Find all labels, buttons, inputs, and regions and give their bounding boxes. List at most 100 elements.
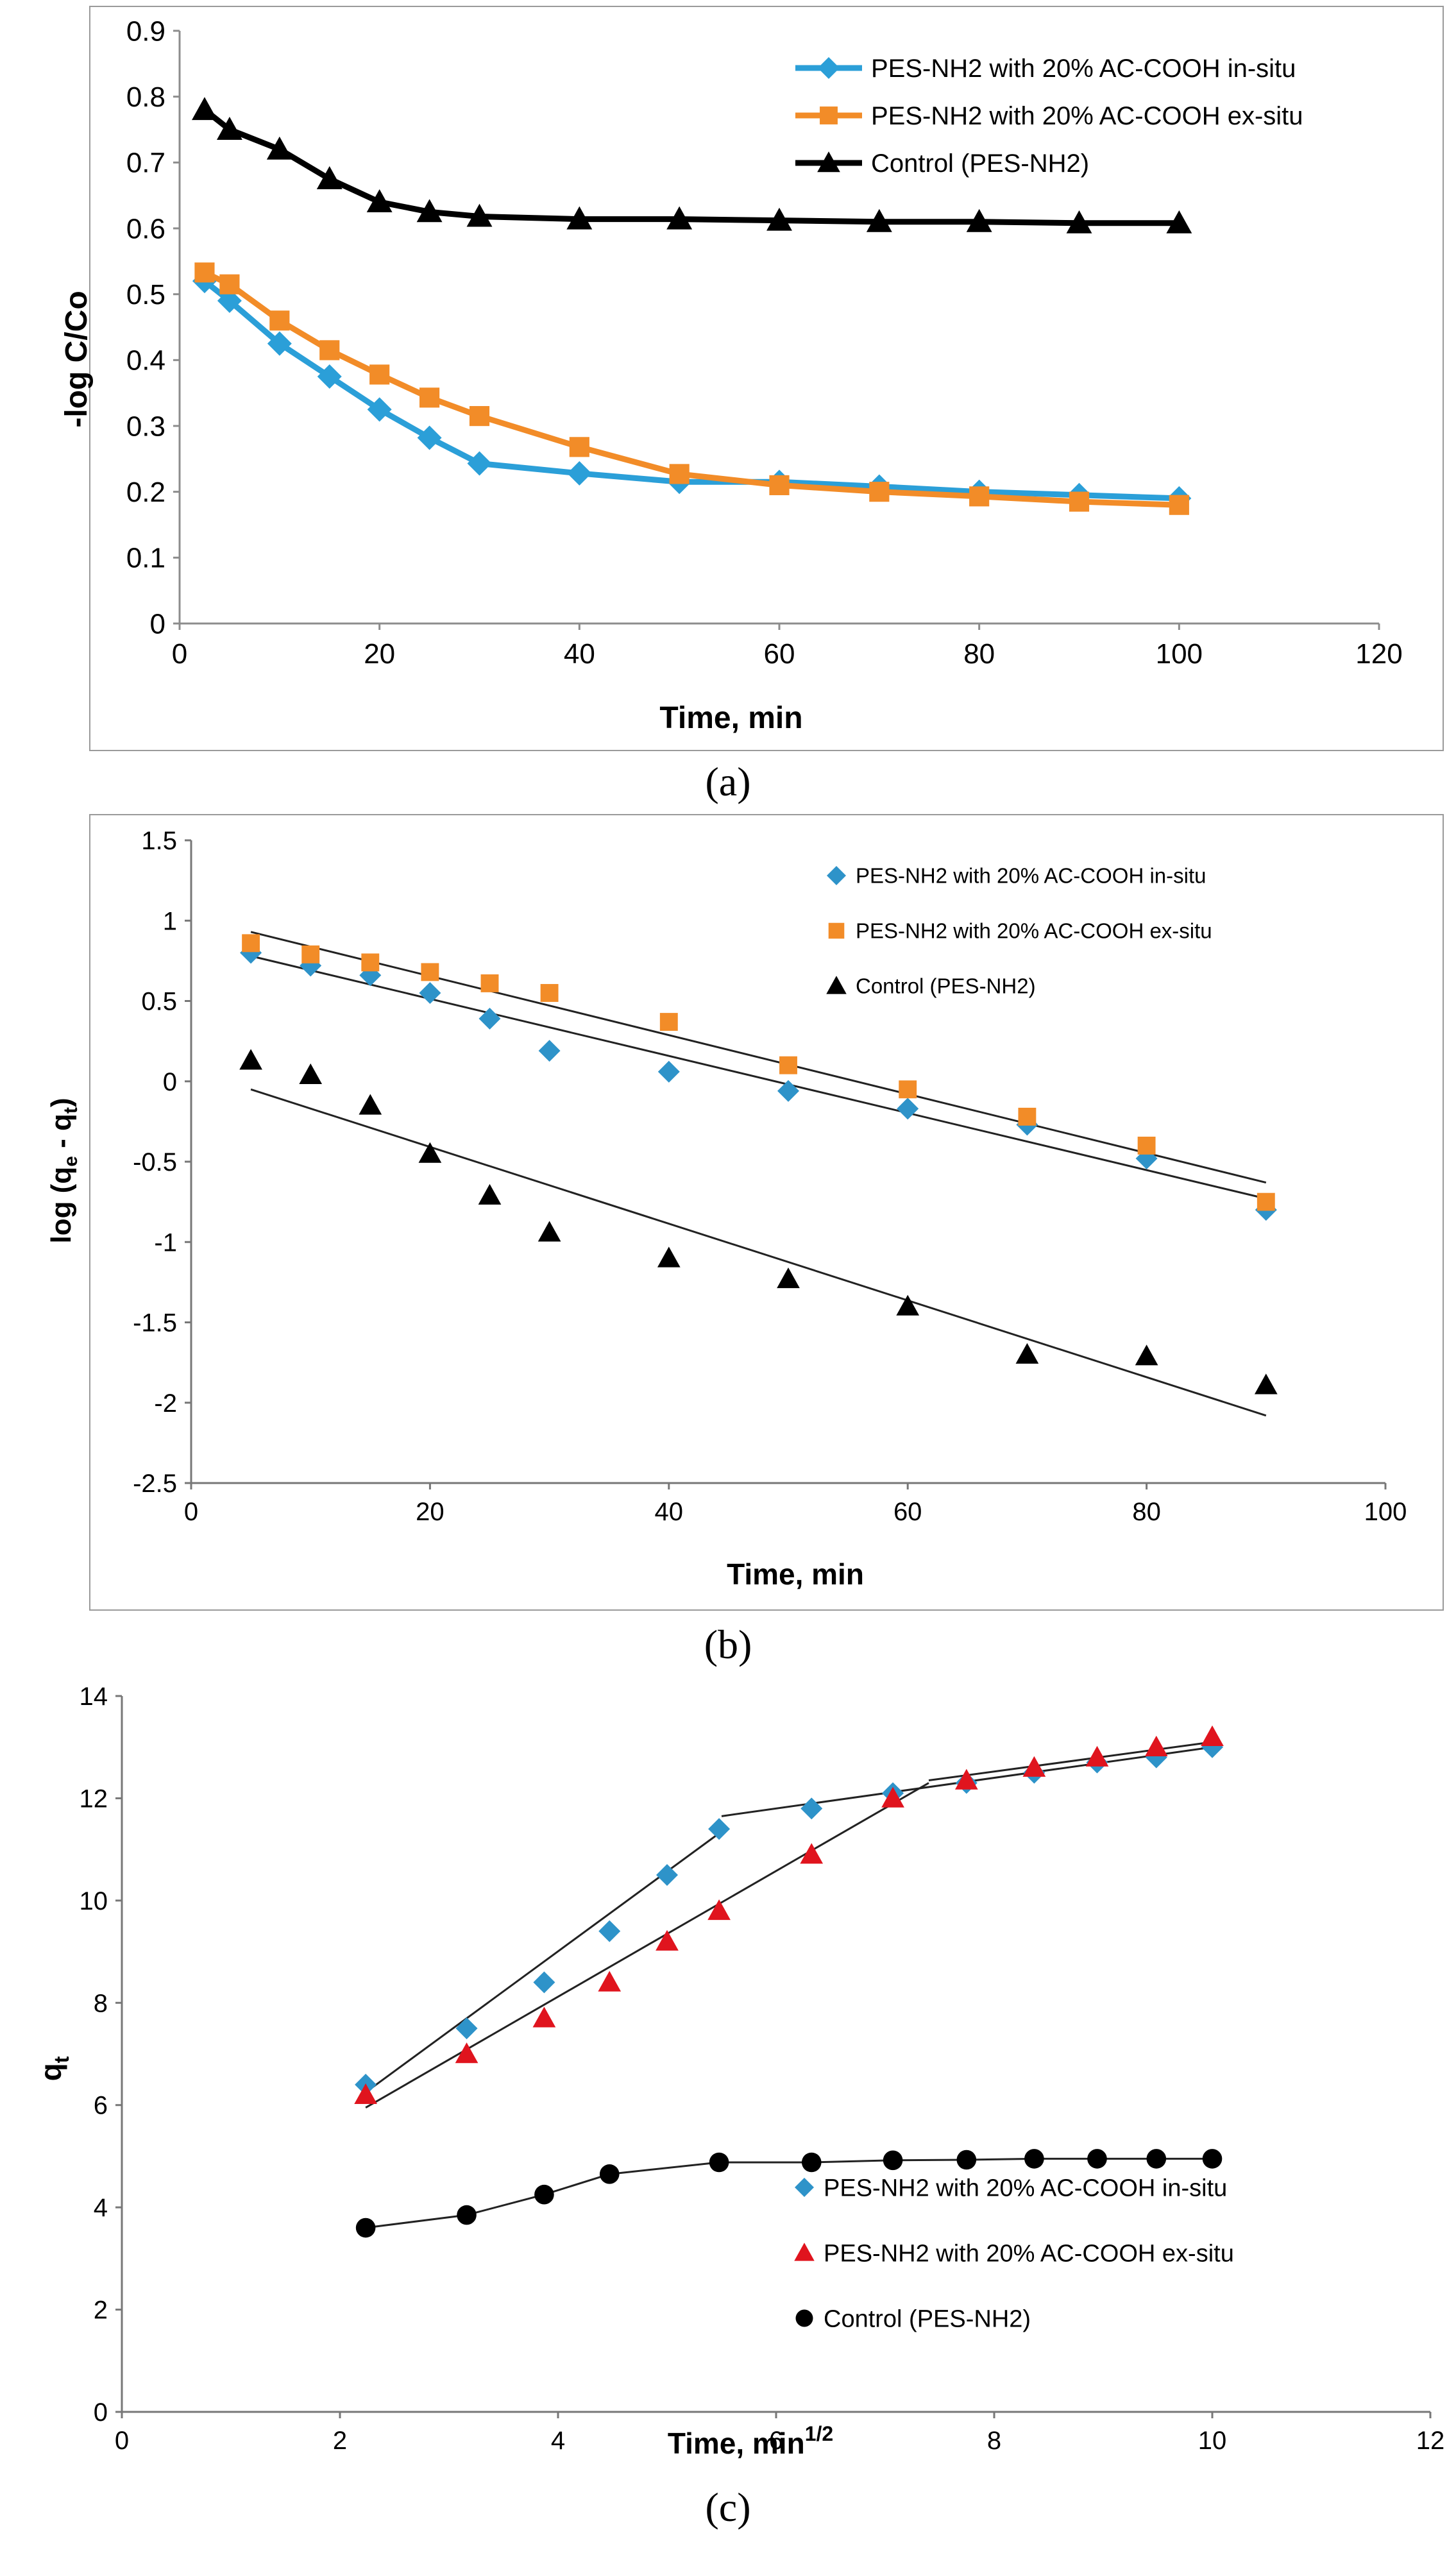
chart-b-legend-label: PES-NH2 with 20% AC-COOH in-situ <box>856 864 1206 888</box>
chart-b-data-point <box>478 1183 502 1205</box>
chart-a-data-point <box>217 288 242 313</box>
chart-b-data-point <box>419 981 441 1004</box>
chart-c-y-tick-label: 6 <box>94 2092 108 2120</box>
chart-a-y-tick-label: 0 <box>150 608 165 640</box>
chart-b-fit-line <box>250 1088 1267 1417</box>
chart-b-xlabel: Time, min <box>727 1557 864 1591</box>
chart-b-x-tick-label: 80 <box>1132 1498 1161 1526</box>
chart-b-y-tick-label: -0.5 <box>133 1148 177 1176</box>
chart-c-series-1 <box>355 1736 1223 2096</box>
chart-a-data-point <box>466 203 493 227</box>
chart-b-frame <box>89 814 1444 1611</box>
chart-c-data-point <box>532 2006 556 2028</box>
chart-b-data-point <box>1137 1137 1156 1155</box>
chart-c-data-point <box>1087 2149 1107 2169</box>
chart-c-legend-label: PES-NH2 with 20% AC-COOH ex-situ <box>824 2240 1234 2267</box>
chart-c-data-point <box>883 2150 903 2171</box>
chart-b-data-point <box>242 934 260 953</box>
chart-a-y-tick-label: 0.5 <box>126 279 165 310</box>
chart-c-data-point <box>598 1920 621 1942</box>
chart-c-x-tick-label: 8 <box>987 2427 1001 2455</box>
chart-b-y-tick-label: 0.5 <box>141 988 177 1016</box>
chart-c-xlabel: Time, min1/2 <box>668 2422 833 2460</box>
chart-a: 0 0.1 0.2 0.3 0.4 0.5 0.6 0.7 0.8 0.9 0 20 40 60 80 100… <box>60 6 1444 804</box>
chart-b-data-point <box>1018 1107 1037 1126</box>
chart-b-data-point <box>538 1221 561 1242</box>
chart-b-data-point <box>421 963 439 981</box>
chart-a-x-tick-label: 40 <box>564 638 595 670</box>
chart-b-y-tick-label: -2.5 <box>133 1470 177 1498</box>
chart-a-data-point <box>267 331 292 356</box>
chart-c-data-point <box>801 2152 822 2173</box>
chart-b-data-point <box>239 1049 262 1070</box>
chart-b-x-tick-label: 40 <box>655 1498 684 1526</box>
chart-b-data-point <box>659 1013 678 1031</box>
chart-b-x-tick-label: 0 <box>184 1498 198 1526</box>
chart-c-data-point <box>355 2218 376 2238</box>
chart-a-y-tick-label: 0.3 <box>126 411 165 442</box>
chart-c-data-point <box>956 2150 977 2170</box>
chart-a-xlabel: Time, min <box>659 701 802 735</box>
chart-b-x-tick-label: 60 <box>893 1498 922 1526</box>
chart-a-data-point <box>467 451 492 476</box>
chart-a-x-tick-label: 120 <box>1355 638 1402 670</box>
chart-b-x-tick-label: 100 <box>1364 1498 1407 1526</box>
chart-b-legend: PES-NH2 with 20% AC-COOH in-situ PES-NH2 … <box>826 864 1212 998</box>
chart-c-y-tick-label: 2 <box>94 2296 108 2325</box>
chart-b-data-point <box>896 1294 920 1316</box>
chart-c-ylabel: qt <box>34 2056 73 2081</box>
chart-a-data-point <box>567 461 592 486</box>
chart-a-data-point <box>366 189 393 212</box>
chart-c-data-point <box>1146 2149 1167 2169</box>
chart-a-data-point <box>1166 210 1192 233</box>
chart-a-data-point <box>417 425 442 450</box>
chart-b-data-point <box>777 1080 799 1102</box>
chart-b-data-point <box>301 945 320 963</box>
chart-b-data-point <box>1135 1344 1158 1366</box>
chart-c-data-point <box>1085 1745 1109 1767</box>
chart-a-ylabel: -log C/Co <box>60 291 94 427</box>
chart-b-data-point <box>1257 1192 1275 1211</box>
chart-b-data-point <box>1254 1373 1278 1395</box>
chart-c-data-point <box>533 1971 555 1994</box>
chart-c-series-line <box>364 2157 1214 2229</box>
chart-b-ylabel: log (qe - qt) <box>46 1098 81 1243</box>
chart-a-frame <box>89 6 1444 751</box>
chart-c-data-point <box>656 1864 678 1886</box>
chart-a-data-point <box>269 310 290 331</box>
chart-c-data-point <box>656 1930 679 1951</box>
chart-a-data-point <box>369 364 390 385</box>
chart-b-data-point <box>361 953 380 972</box>
chart-c: 0 2 4 6 8 10 12 14 0 2 4 6 8 10 12 PES-NH2 with 20% AC-… <box>34 1683 1444 2530</box>
chart-a-x-tick-label: 100 <box>1156 638 1203 670</box>
chart-c-data-point <box>707 1899 731 1921</box>
chart-a-data-point <box>769 475 790 495</box>
chart-c-data-point <box>708 1818 731 1840</box>
chart-b-y-tick-label: -1 <box>154 1228 177 1257</box>
chart-b-legend-marker <box>827 866 846 885</box>
chart-b-data-point <box>418 1142 442 1163</box>
chart-a-legend-label: PES-NH2 with 20% AC-COOH in-situ <box>871 55 1296 83</box>
chart-a-data-point <box>419 387 440 408</box>
chart-c-data-point <box>354 2083 377 2105</box>
chart-a-legend: PES-NH2 with 20% AC-COOH in-situ PES-NH2 … <box>795 55 1303 178</box>
chart-b-legend-marker <box>828 922 845 939</box>
chart-a-data-point <box>319 340 340 360</box>
chart-c-y-tick-label: 14 <box>80 1683 108 1711</box>
chart-a-data-point <box>367 397 392 422</box>
chart-c-legend-label: Control (PES-NH2) <box>824 2305 1031 2332</box>
chart-a-data-point <box>219 274 240 294</box>
chart-a-data-point <box>666 206 693 230</box>
chart-a-legend-marker <box>817 151 840 173</box>
chart-c-data-point <box>1144 1735 1168 1756</box>
chart-b-fit-line <box>250 954 1267 1200</box>
chart-c-fit-line <box>928 1741 1213 1782</box>
chart-a-legend-marker <box>820 106 838 124</box>
chart-c-series-3 <box>355 2149 1223 2238</box>
chart-a-y-tick-label: 0.4 <box>126 345 165 377</box>
chart-c-data-point <box>709 2152 729 2173</box>
chart-b-data-point <box>1015 1343 1039 1364</box>
chart-a-data-point <box>669 464 690 484</box>
chart-c-data-point <box>800 1843 824 1864</box>
